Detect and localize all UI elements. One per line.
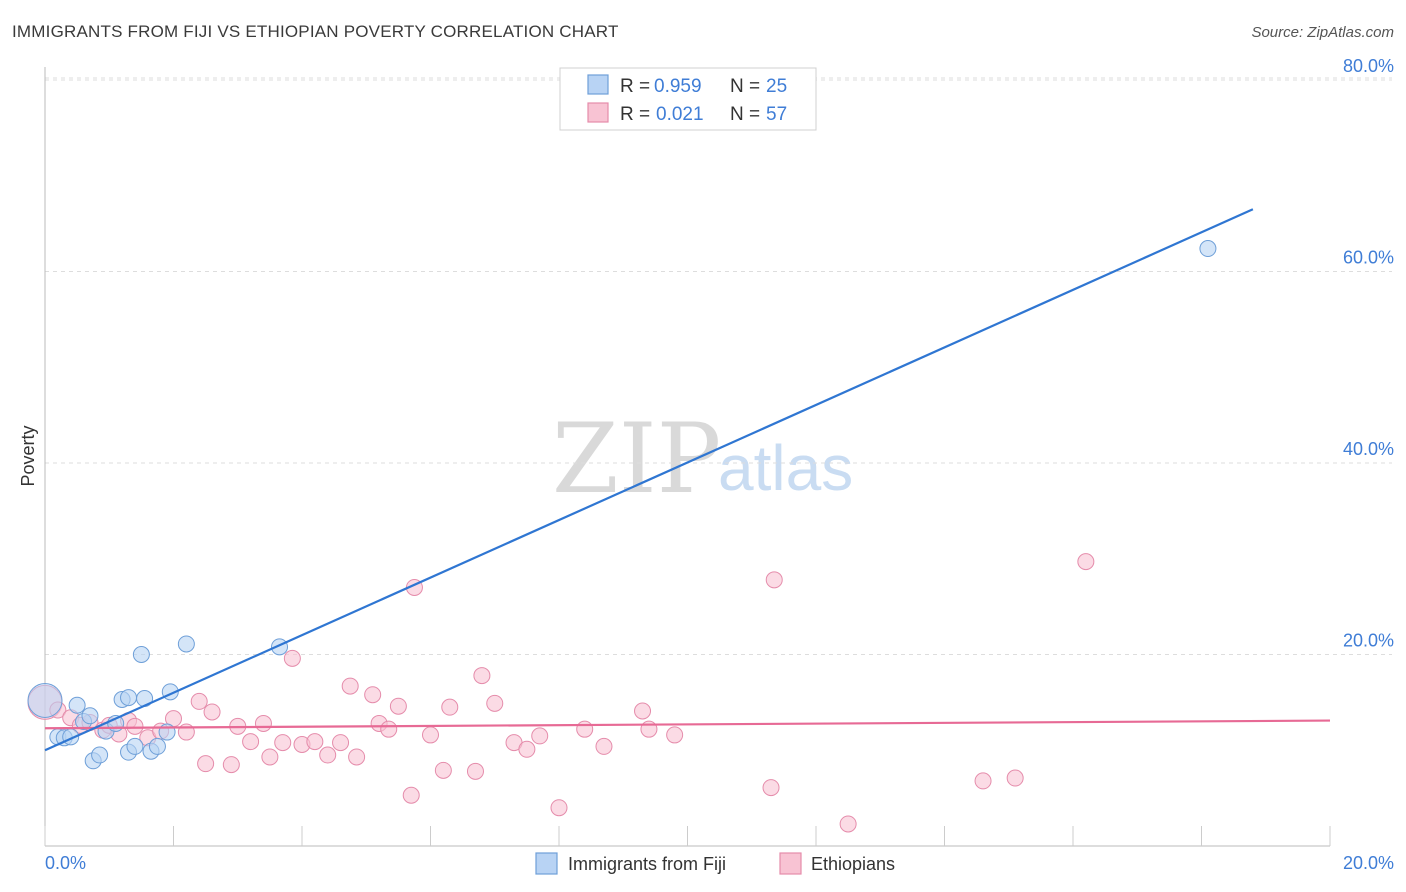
ethiopians-point (434, 761, 452, 779)
ethiopians-point (190, 692, 208, 710)
legend-swatch-ethiopians (587, 102, 609, 123)
watermark-atlas: atlas (718, 432, 853, 504)
ethiopians-point (274, 734, 292, 752)
ethiopians-point (319, 746, 337, 764)
ethiopians-point (762, 779, 780, 797)
legend-eth-n-label: N = (730, 104, 760, 125)
ethiopians-point (126, 717, 144, 735)
ethiopians-point (1006, 769, 1024, 787)
x-tick-label-max: 20.0% (1343, 853, 1394, 873)
fiji-point (27, 682, 63, 718)
legend-fiji-n-label: N = (730, 76, 760, 97)
ethiopians-point (634, 702, 652, 720)
fiji-point (148, 737, 166, 755)
x-tick-marks (44, 826, 1331, 846)
ethiopians-point (222, 756, 240, 774)
y-tick-labels: 20.0% 40.0% 60.0% 80.0% (1343, 56, 1394, 651)
fiji-point (68, 696, 86, 714)
legend-fiji-r-value: 0.959 (654, 76, 702, 97)
ethiopians-points (27, 553, 1095, 833)
ethiopians-point (197, 755, 215, 773)
ethiopians-trendline (44, 719, 1331, 730)
y-tick-label: 60.0% (1343, 248, 1394, 268)
legend-eth-r-label: R = (620, 104, 650, 125)
ethiopians-point (765, 571, 783, 589)
ethiopians-point (306, 733, 324, 751)
ethiopians-point (348, 748, 366, 766)
legend-eth-r-value: 0.021 (656, 104, 704, 125)
bottom-legend-swatch-ethiopians (779, 852, 802, 875)
fiji-trendline (44, 208, 1254, 752)
ethiopians-point (364, 686, 382, 704)
gridlines (45, 77, 1392, 655)
ethiopians-point (473, 667, 491, 685)
legend-eth-n-value: 57 (766, 104, 787, 125)
ethiopians-point (576, 720, 594, 738)
bottom-legend-label-ethiopians: Ethiopians (811, 854, 895, 874)
bottom-legend: Immigrants from Fiji Ethiopians (535, 852, 895, 875)
watermark: ZIP atlas (552, 403, 853, 515)
x-tick-label-min: 0.0% (45, 853, 86, 873)
bottom-legend-label-fiji: Immigrants from Fiji (568, 854, 726, 874)
y-tick-label: 20.0% (1343, 631, 1394, 651)
ethiopians-point (441, 698, 459, 716)
ethiopians-point (550, 799, 568, 817)
y-axis-label: Poverty (18, 425, 38, 486)
source-credit: Source: ZipAtlas.com (1251, 24, 1394, 41)
legend-swatch-fiji (587, 74, 609, 95)
y-tick-label: 40.0% (1343, 439, 1394, 459)
bottom-legend-swatch-fiji (535, 852, 558, 875)
fiji-point (91, 746, 109, 764)
ethiopians-point (380, 720, 398, 738)
y-tick-label: 80.0% (1343, 56, 1394, 76)
fiji-point (126, 737, 144, 755)
ethiopians-point (402, 786, 420, 804)
ethiopians-point (254, 714, 272, 732)
ethiopians-point (242, 733, 260, 751)
ethiopians-point (332, 734, 350, 752)
legend-fiji-n-value: 25 (766, 76, 787, 97)
trendlines (44, 208, 1331, 752)
fiji-point (132, 646, 150, 663)
fiji-point (177, 635, 195, 653)
legend-fiji-r-label: R = (620, 76, 650, 97)
fiji-point (81, 707, 99, 725)
ethiopians-point (531, 727, 549, 745)
ethiopians-point (203, 703, 221, 721)
ethiopians-point (261, 748, 279, 766)
ethiopians-point (389, 697, 407, 715)
ethiopians-point (422, 726, 439, 744)
chart-title: IMMIGRANTS FROM FIJI VS ETHIOPIAN POVERT… (12, 22, 619, 41)
ethiopians-point (1077, 553, 1095, 571)
ethiopians-point (666, 726, 684, 744)
ethiopians-point (839, 815, 857, 833)
fiji-point (1199, 240, 1217, 258)
legend-box: R = 0.959 N = 25 R = 0.021 N = 57 (559, 67, 817, 131)
ethiopians-point (974, 772, 992, 790)
fiji-points (27, 240, 1217, 770)
ethiopians-point (486, 694, 504, 712)
ethiopians-point (466, 762, 484, 780)
ethiopians-point (518, 740, 536, 758)
ethiopians-point (595, 737, 613, 755)
fiji-point (120, 689, 138, 707)
ethiopians-point (341, 677, 359, 695)
ethiopians-point (283, 649, 301, 667)
